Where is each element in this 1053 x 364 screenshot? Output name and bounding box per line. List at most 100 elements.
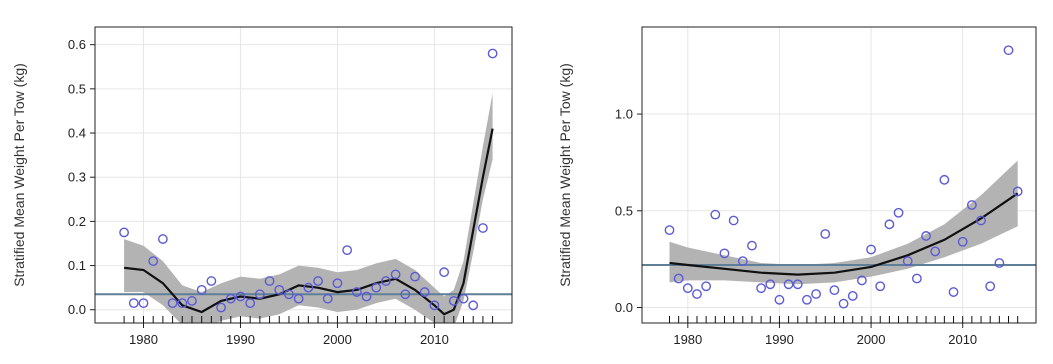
data-point (747, 240, 757, 251)
x-tick-label: 1990 (765, 332, 794, 347)
data-point (930, 246, 941, 257)
data-point (342, 245, 353, 256)
data-point (1012, 186, 1023, 197)
y-tick-label: 0.5 (615, 203, 633, 218)
data-point (458, 293, 469, 304)
y-tick-label: 1.0 (615, 107, 633, 122)
data-point (976, 215, 986, 226)
data-point (429, 300, 440, 311)
data-point (847, 291, 858, 301)
data-point (400, 289, 411, 300)
data-point (478, 223, 488, 233)
data-point (351, 287, 362, 297)
x-tick-label: 2010 (420, 332, 449, 347)
data-point (774, 294, 785, 305)
data-point (138, 298, 149, 309)
y-tick-label: 0.2 (68, 214, 86, 229)
data-point (264, 276, 275, 286)
trend-line (123, 128, 494, 316)
y-tick-label: 0.1 (68, 258, 86, 273)
y-tick-label: 0.0 (615, 300, 633, 315)
data-point (274, 284, 285, 295)
data-point (332, 278, 343, 289)
data-point (254, 289, 265, 300)
right-chart-panel: 0.0 0.5 1.0 1980 1990 2000 2010 Stratified Mean… (557, 26, 1037, 347)
data-point (235, 291, 246, 302)
left-chart-panel: 0.0 0.1 0.2 0.3 0.4 0.5 0.6 1980 1990 2000 2010 Str… (11, 26, 513, 347)
data-point (303, 282, 314, 293)
data-point (216, 302, 226, 313)
data-point (225, 293, 236, 304)
data-point (921, 231, 931, 241)
data-point (719, 248, 730, 259)
data-point (322, 293, 333, 304)
data-point (911, 273, 922, 284)
data-point (245, 298, 256, 309)
data-point (792, 279, 803, 290)
data-point (390, 269, 401, 280)
data-point (701, 281, 712, 292)
y-axis-label: Stratified Mean Weight Per Tow (kg) (11, 63, 27, 287)
data-point (893, 207, 904, 218)
data-point (994, 258, 1005, 268)
data-point (177, 298, 188, 309)
data-point (673, 273, 684, 284)
data-point (902, 256, 913, 266)
y-axis-label: Stratified Mean Weight Per Tow (kg) (557, 63, 573, 287)
data-point (439, 267, 450, 278)
y-tick-label: 0.3 (68, 170, 86, 185)
data-point (692, 289, 702, 299)
x-tick-label: 2010 (948, 332, 977, 347)
data-point (875, 281, 886, 292)
y-tick-label: 0.5 (68, 81, 86, 96)
data-point (710, 209, 721, 220)
data-point (128, 298, 139, 309)
data-point (361, 291, 372, 302)
data-point (756, 283, 767, 294)
data-point (419, 287, 430, 297)
data-point (410, 271, 420, 282)
data-point (728, 215, 739, 226)
data-point (664, 225, 675, 236)
y-tick-label: 0.4 (68, 126, 86, 141)
data-point (187, 296, 197, 306)
data-point (313, 276, 323, 286)
data-point (206, 276, 217, 286)
data-point (468, 300, 479, 311)
data-point (371, 282, 382, 293)
plot-frame (94, 26, 513, 324)
data-point (167, 298, 178, 309)
data-point (119, 227, 129, 238)
data-point (957, 236, 968, 247)
confidence-band (124, 93, 493, 323)
data-point (985, 281, 996, 292)
data-point (811, 289, 821, 299)
data-point (884, 219, 895, 230)
confidence-band (669, 160, 1018, 285)
x-tick-label: 2000 (323, 332, 352, 347)
data-point (157, 234, 168, 244)
data-point (765, 279, 776, 290)
data-point (802, 294, 812, 305)
x-tick-label: 1990 (226, 332, 255, 347)
data-point (381, 276, 391, 286)
plot-frame (641, 26, 1037, 324)
y-tick-label: 0.6 (68, 37, 86, 52)
data-point (966, 200, 977, 210)
data-point (487, 48, 498, 59)
plot-area (95, 48, 512, 323)
data-point (838, 298, 849, 309)
data-point (948, 287, 959, 297)
trend-line (669, 192, 1019, 276)
data-point (682, 283, 693, 294)
data-point (284, 289, 294, 300)
data-point (448, 296, 459, 306)
x-tick-label: 1980 (129, 332, 158, 347)
data-point (866, 244, 876, 255)
plot-area (642, 45, 1036, 309)
data-point (1003, 45, 1014, 56)
x-tick-label: 1980 (673, 332, 702, 347)
data-point (737, 256, 748, 266)
x-tick-label: 2000 (857, 332, 886, 347)
